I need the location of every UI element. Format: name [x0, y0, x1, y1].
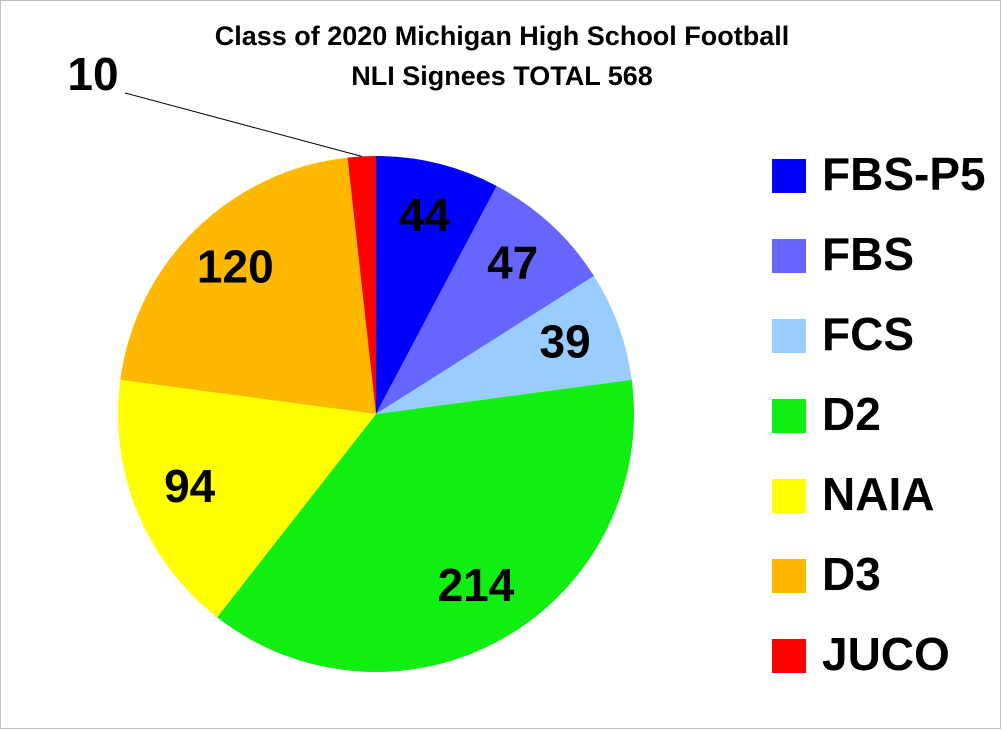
pie-slice: [117, 379, 377, 618]
data-label: 10: [67, 48, 118, 100]
legend-text: JUCO: [822, 628, 950, 680]
legend-text: FBS-P5: [822, 148, 986, 200]
data-label: 120: [197, 240, 274, 292]
legend-text: FBS: [822, 228, 914, 280]
pie-slice: [120, 157, 376, 415]
legend-swatch: [772, 159, 806, 193]
pie-slice: [217, 379, 634, 672]
legend-text: FCS: [822, 308, 914, 360]
leader-line: [124, 92, 362, 157]
legend-swatch: [772, 239, 806, 273]
data-label: 47: [487, 236, 538, 288]
data-label: 214: [438, 559, 515, 611]
legend-swatch: [772, 319, 806, 353]
data-label: 44: [399, 189, 451, 241]
data-label: 94: [164, 460, 216, 512]
pie-slice: [376, 276, 632, 414]
chart-title: Class of 2020 Michigan High School Footb…: [215, 21, 790, 51]
pie-slice: [347, 156, 376, 414]
legend-swatch: [772, 399, 806, 433]
data-label: 39: [540, 315, 591, 367]
legend-text: D3: [822, 548, 881, 600]
legend-text: D2: [822, 388, 881, 440]
pie-slice: [376, 156, 497, 414]
legend-swatch: [772, 559, 806, 593]
pie-slice: [376, 185, 595, 414]
chart-subtitle: NLI Signees TOTAL 568: [351, 61, 653, 91]
legend-swatch: [772, 639, 806, 673]
legend-swatch: [772, 479, 806, 513]
legend-text: NAIA: [822, 468, 934, 520]
